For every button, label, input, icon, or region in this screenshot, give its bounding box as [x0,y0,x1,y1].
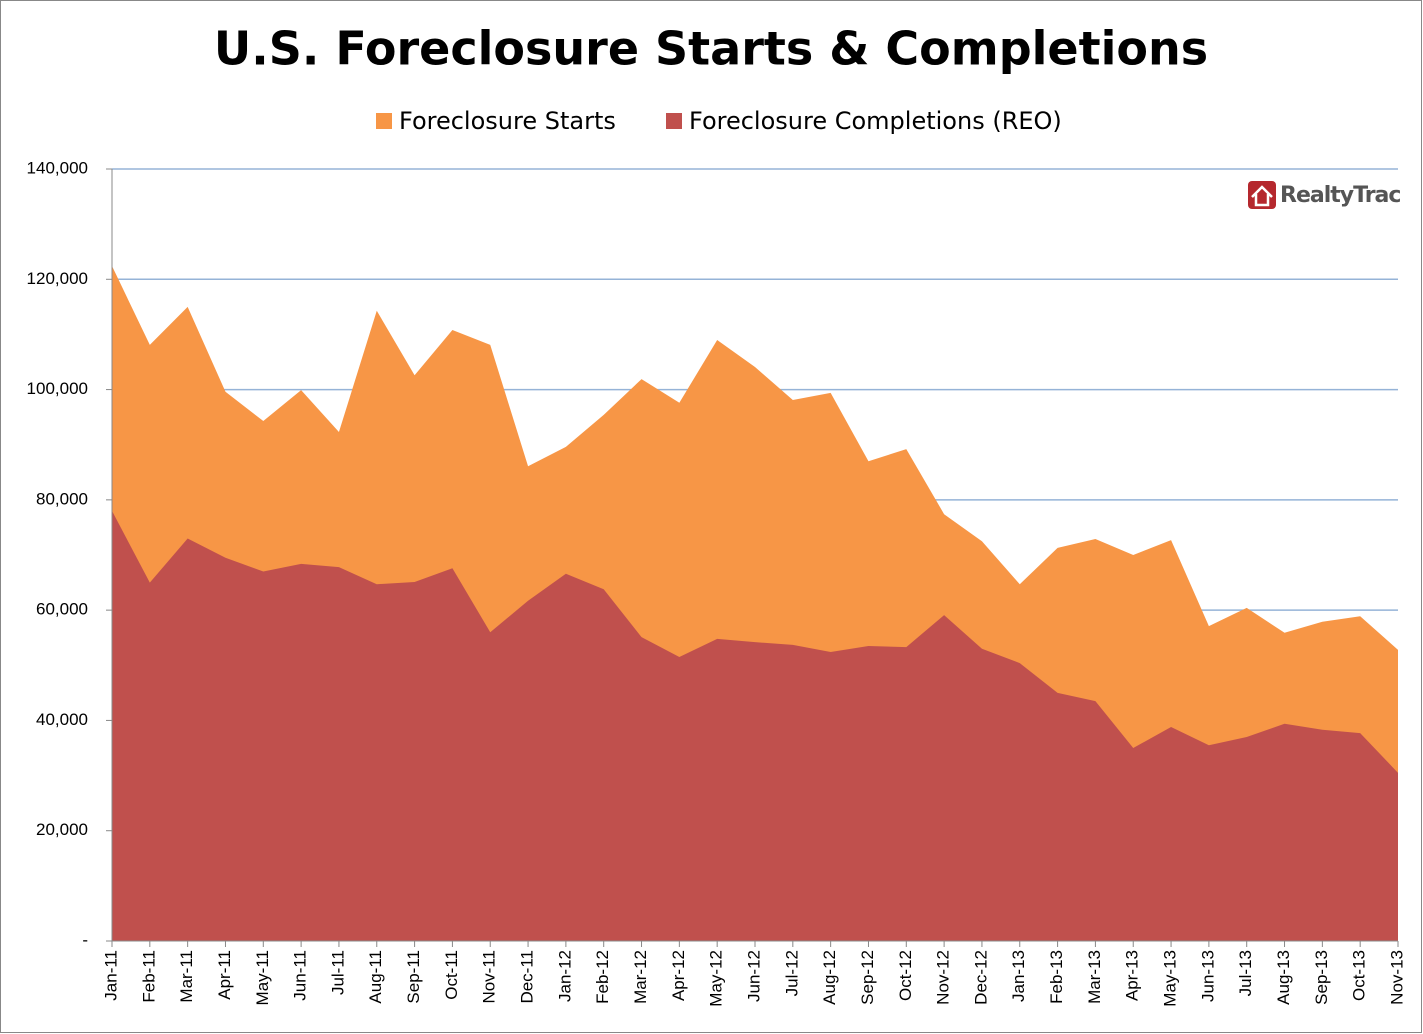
y-tick-label: 140,000 [27,158,88,177]
x-tick-label: Jul-13 [1236,950,1255,996]
x-tick-label: May-13 [1161,950,1180,1007]
x-tick-label: May-11 [253,950,272,1005]
x-tick-label: Sep-13 [1312,950,1331,1005]
x-tick-label: Sep-11 [404,950,423,1004]
legend-swatch [376,113,392,129]
x-tick-label: Sep-12 [858,950,877,1005]
y-tick-label: 100,000 [27,379,88,398]
x-tick-label: Oct-13 [1350,950,1369,1001]
x-tick-label: Oct-12 [896,950,915,1001]
x-tick-label: Nov-11 [480,950,499,1004]
x-tick-label: Jan-13 [1009,950,1028,1002]
x-tick-label: Aug-13 [1274,950,1293,1005]
x-tick-label: Apr-11 [215,950,234,1000]
x-tick-label: Mar-13 [1085,950,1104,1004]
x-tick-label: Aug-12 [820,950,839,1005]
x-tick-label: Feb-12 [593,950,612,1004]
chart-title: U.S. Foreclosure Starts & Completions [214,22,1208,76]
legend-swatch [666,113,682,129]
x-tick-label: Jun-12 [744,950,763,1002]
x-tick-label: Mar-12 [631,950,650,1004]
x-tick-label: Jun-13 [1198,950,1217,1002]
y-tick-label: 120,000 [27,269,88,288]
x-tick-label: Mar-11 [177,950,196,1003]
legend-label: Foreclosure Completions (REO) [689,107,1062,135]
y-tick-label: - [82,930,88,949]
area [112,510,1398,941]
x-tick-label: Jun-11 [291,950,310,1001]
x-tick-label: Nov-12 [934,950,953,1005]
y-tick-label: 20,000 [36,820,88,839]
x-tick-label: Apr-12 [669,950,688,1001]
logo-text: RealtyTrac [1280,183,1400,208]
y-tick-label: 40,000 [36,710,88,729]
x-tick-label: Jan-11 [101,950,120,1001]
logo-house [1251,185,1273,207]
x-tick-label: Jan-12 [555,950,574,1002]
x-tick-label: Nov-13 [1387,950,1406,1005]
y-tick-label: 60,000 [36,600,88,619]
x-tick-label: Jul-11 [328,950,347,995]
x-tick-label: Aug-11 [366,950,385,1004]
x-tick-label: May-12 [707,950,726,1007]
x-tick-label: Feb-13 [1047,950,1066,1004]
x-tick-label: Apr-13 [1123,950,1142,1001]
logo: RealtyTrac [1248,181,1401,209]
x-tick-label: Oct-11 [442,950,461,1000]
x-tick-label: Feb-11 [139,950,158,1003]
x-tick-label: Jul-12 [782,950,801,996]
x-tick-label: Dec-12 [971,950,990,1005]
x-tick-label: Dec-11 [518,950,537,1004]
y-tick-label: 80,000 [36,489,88,508]
legend-label: Foreclosure Starts [399,107,616,135]
